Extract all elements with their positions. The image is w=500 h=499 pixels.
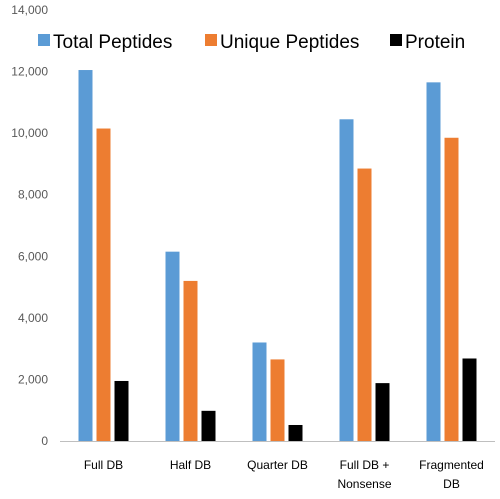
legend-label: Total Peptides <box>53 32 172 53</box>
bar-unique-peptides <box>444 137 459 441</box>
legend-label: Unique Peptides <box>220 32 359 53</box>
x-tick-label: Nonsense <box>337 477 391 491</box>
y-tick-label: 2,000 <box>18 372 48 386</box>
bar-total-peptides <box>252 342 267 441</box>
legend-swatch <box>38 34 50 46</box>
bar-protein <box>201 410 216 441</box>
y-tick-label: 10,000 <box>11 126 48 140</box>
x-tick-label: Full DB <box>84 458 123 472</box>
bar-total-peptides <box>78 70 93 442</box>
bar-protein <box>114 380 129 441</box>
y-tick-label: 0 <box>41 434 48 448</box>
legend-label: Protein <box>405 32 465 53</box>
y-tick-label: 12,000 <box>11 65 48 79</box>
x-tick-label: Fragmented <box>419 458 484 472</box>
bars <box>78 70 477 442</box>
bar-unique-peptides <box>270 359 285 441</box>
y-tick-label: 6,000 <box>18 249 48 263</box>
bar-protein <box>288 424 303 441</box>
bar-unique-peptides <box>183 280 198 441</box>
bar-total-peptides <box>339 119 354 442</box>
bar-protein <box>375 383 390 441</box>
y-tick-label: 4,000 <box>18 311 48 325</box>
legend-swatch <box>390 34 402 46</box>
x-tick-label: Full DB + <box>340 458 390 472</box>
bar-unique-peptides <box>357 168 372 441</box>
legend-swatch <box>205 34 217 46</box>
bar-total-peptides <box>426 82 441 441</box>
bar-unique-peptides <box>96 128 111 441</box>
x-tick-label: Half DB <box>170 458 211 472</box>
x-tick-label: Quarter DB <box>247 458 308 472</box>
x-tick-label: DB <box>443 477 460 491</box>
x-axis-labels: Full DB Half DB Quarter DB Full DB + Nonsens… <box>84 458 484 491</box>
y-tick-label: 8,000 <box>18 188 48 202</box>
bar-protein <box>462 358 477 441</box>
y-axis: 0 2,000 4,000 6,000 8,000 10,000 12,000 14,000 <box>11 3 48 448</box>
y-tick-label: 14,000 <box>11 3 48 17</box>
legend: Total Peptides Unique Peptides Protein <box>38 32 465 53</box>
bar-total-peptides <box>165 251 180 441</box>
